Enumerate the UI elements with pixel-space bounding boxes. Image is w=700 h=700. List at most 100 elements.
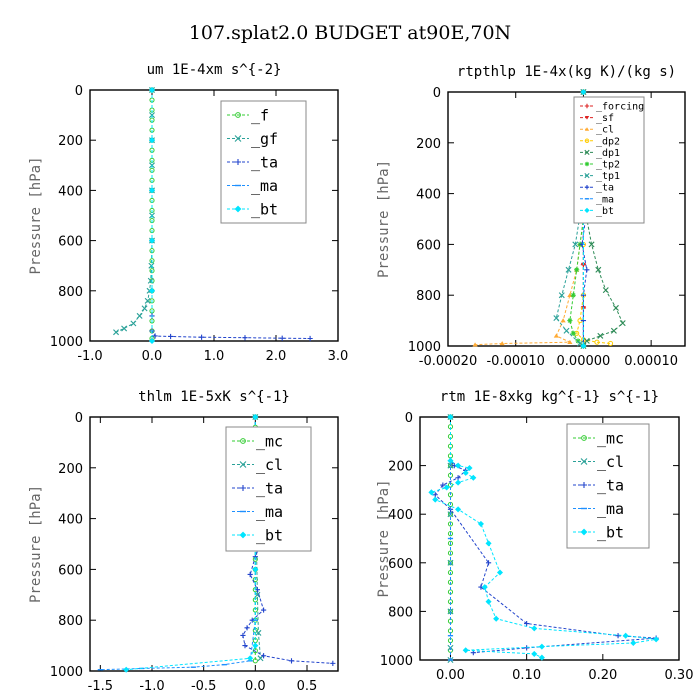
legend-label: _cl (256, 456, 283, 474)
y-tick-label: 600 (58, 235, 83, 250)
data-point (653, 636, 660, 643)
data-point (247, 655, 254, 662)
data-point (113, 329, 120, 336)
data-point (288, 658, 295, 664)
data-point (524, 620, 530, 627)
data-point (496, 569, 504, 576)
legend-box (566, 423, 650, 549)
legend: _forcing_sf_cl_dp2_dp1_tp2_tp1_ta_ma_bt (573, 96, 645, 224)
x-tick-label: 0.00 (436, 668, 465, 683)
data-point (567, 339, 573, 345)
legend-label: _cl (597, 453, 624, 471)
data-point (252, 566, 259, 573)
data-point (261, 607, 267, 613)
data-point (447, 531, 454, 537)
data-point (252, 642, 259, 649)
x-tick-label: -1.0 (139, 679, 164, 694)
data-point (428, 489, 435, 496)
legend-marker (240, 438, 246, 444)
data-point (447, 462, 454, 469)
legend-marker (584, 149, 590, 155)
x-tick-label: -0.00020 (419, 354, 477, 369)
data-point (524, 645, 530, 651)
data-point (610, 327, 617, 334)
data-point (485, 598, 492, 605)
data-point (630, 639, 637, 647)
y-tick-label: 0 (75, 411, 83, 426)
data-point (455, 462, 462, 469)
legend-label: _gf (251, 130, 278, 148)
legend-label: _f (251, 106, 269, 124)
y-tick-label: 200 (58, 462, 83, 477)
data-point (472, 342, 478, 347)
series-line (475, 92, 584, 346)
plot-frame (447, 91, 686, 347)
data-point (432, 496, 439, 503)
y-tick-label: 1000 (50, 335, 83, 350)
legend-label: _tp1 (596, 171, 620, 182)
data-point (242, 643, 248, 649)
panel-1: um 1E-4xm s^{-2} Pressure [hPa] -1.0 0.0 1.0… (28, 62, 348, 364)
data-point (481, 584, 488, 591)
data-point (141, 305, 148, 312)
legend-marker (581, 482, 587, 488)
data-point (570, 292, 576, 298)
data-point (148, 86, 156, 94)
legend-label: _mc (597, 429, 624, 447)
y-tick-label: 1000 (408, 340, 441, 355)
legend-label: _ta (597, 476, 624, 494)
legend-label: _ma (251, 177, 278, 195)
data-point (279, 335, 285, 341)
data-point (602, 287, 609, 294)
legend: _f _gf _ta _ma _bt (220, 100, 307, 224)
data-point (531, 650, 538, 657)
legend-label: _mc (256, 432, 283, 450)
data-point (567, 318, 573, 324)
data-point (538, 654, 545, 661)
panel-4: rtm 1E-8xkg kg^{-1} s^{-1} Pressure [hPa]… (376, 389, 693, 683)
data-point (257, 655, 264, 662)
y-tick-label: 800 (58, 614, 83, 629)
data-point (447, 521, 454, 527)
y-tick-label: 600 (388, 557, 413, 572)
data-point (553, 333, 559, 338)
x-tick-label: -1.0 (77, 349, 102, 364)
legend-marker (584, 103, 590, 109)
legend-label: _ma (597, 500, 624, 518)
data-point (565, 266, 572, 273)
y-tick-label: 200 (58, 134, 83, 149)
data-point (148, 187, 156, 194)
panel-3: thlm 1E-5xK s^{-1} Pressure [hPa] -1.5 -1.0… (28, 389, 339, 694)
x-tick-label: 0.0 (245, 679, 266, 694)
x-tick-label: 0.20 (588, 668, 617, 683)
legend-marker (234, 205, 242, 213)
y-tick-label: 800 (58, 285, 83, 300)
data-point (455, 475, 461, 481)
x-tick-label: 0.00000 (557, 354, 611, 369)
data-point (144, 297, 151, 304)
plot-frame (89, 416, 339, 672)
legend-label: _sf (596, 113, 614, 124)
panel-2: rtpthlp 1E-4x(kg K)/(kg s) Pressure [hPa]… (376, 64, 686, 369)
legend-marker (239, 531, 247, 539)
legend-marker (584, 116, 590, 120)
data-point (597, 332, 604, 339)
data-point (447, 550, 454, 556)
data-point (247, 571, 253, 578)
y-tick-label: 800 (388, 605, 413, 620)
series-bt (148, 86, 156, 345)
data-point (462, 647, 469, 654)
legend-label: _tp2 (596, 160, 620, 171)
legend-label: _ta (256, 479, 283, 497)
legend-marker (240, 485, 246, 491)
panel-title: rtm 1E-8xkg kg^{-1} s^{-1} (440, 389, 659, 405)
legend-box (225, 426, 312, 552)
legend-marker (580, 528, 588, 536)
data-point (574, 267, 580, 273)
legend-label: _bt (251, 200, 278, 218)
y-tick-label: 400 (58, 184, 83, 199)
data-point (121, 325, 128, 332)
data-point (462, 469, 469, 476)
data-point (252, 658, 258, 664)
legend-box (220, 100, 307, 224)
